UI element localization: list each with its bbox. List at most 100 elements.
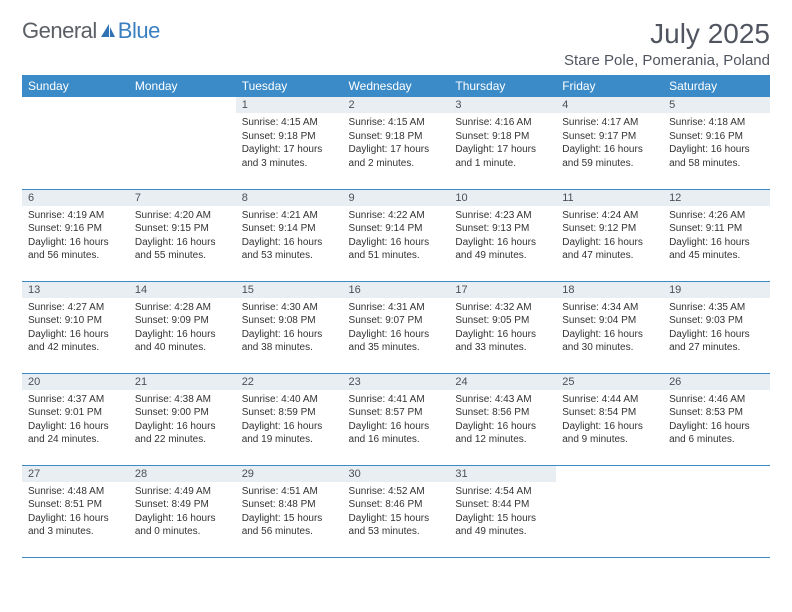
calendar-day-cell: 25Sunrise: 4:44 AMSunset: 8:54 PMDayligh… [556,373,663,465]
calendar-week-row: 1Sunrise: 4:15 AMSunset: 9:18 PMDaylight… [22,97,770,189]
day-number: 14 [129,282,236,298]
day-details: Sunrise: 4:34 AMSunset: 9:04 PMDaylight:… [556,298,663,359]
day-number: 5 [663,97,770,113]
day-number: 12 [663,190,770,206]
day-details: Sunrise: 4:37 AMSunset: 9:01 PMDaylight:… [22,390,129,451]
day-number: 3 [449,97,556,113]
calendar-week-row: 13Sunrise: 4:27 AMSunset: 9:10 PMDayligh… [22,281,770,373]
calendar-day-cell: 1Sunrise: 4:15 AMSunset: 9:18 PMDaylight… [236,97,343,189]
day-details: Sunrise: 4:27 AMSunset: 9:10 PMDaylight:… [22,298,129,359]
calendar-empty-cell [663,465,770,557]
calendar-day-cell: 4Sunrise: 4:17 AMSunset: 9:17 PMDaylight… [556,97,663,189]
calendar-day-cell: 2Sunrise: 4:15 AMSunset: 9:18 PMDaylight… [343,97,450,189]
day-number: 18 [556,282,663,298]
day-details: Sunrise: 4:32 AMSunset: 9:05 PMDaylight:… [449,298,556,359]
day-number: 21 [129,374,236,390]
calendar-day-cell: 20Sunrise: 4:37 AMSunset: 9:01 PMDayligh… [22,373,129,465]
day-details: Sunrise: 4:15 AMSunset: 9:18 PMDaylight:… [343,113,450,174]
calendar-day-cell: 22Sunrise: 4:40 AMSunset: 8:59 PMDayligh… [236,373,343,465]
calendar-day-cell: 9Sunrise: 4:22 AMSunset: 9:14 PMDaylight… [343,189,450,281]
calendar-day-cell: 26Sunrise: 4:46 AMSunset: 8:53 PMDayligh… [663,373,770,465]
day-details: Sunrise: 4:28 AMSunset: 9:09 PMDaylight:… [129,298,236,359]
day-details: Sunrise: 4:41 AMSunset: 8:57 PMDaylight:… [343,390,450,451]
calendar-day-cell: 14Sunrise: 4:28 AMSunset: 9:09 PMDayligh… [129,281,236,373]
calendar-day-cell: 24Sunrise: 4:43 AMSunset: 8:56 PMDayligh… [449,373,556,465]
day-number: 4 [556,97,663,113]
calendar-day-cell: 12Sunrise: 4:26 AMSunset: 9:11 PMDayligh… [663,189,770,281]
day-number: 27 [22,466,129,482]
day-number: 26 [663,374,770,390]
sail-icon [99,22,117,40]
calendar-day-cell: 30Sunrise: 4:52 AMSunset: 8:46 PMDayligh… [343,465,450,557]
day-details: Sunrise: 4:51 AMSunset: 8:48 PMDaylight:… [236,482,343,543]
weekday-header: Saturday [663,75,770,97]
day-details: Sunrise: 4:44 AMSunset: 8:54 PMDaylight:… [556,390,663,451]
day-details: Sunrise: 4:17 AMSunset: 9:17 PMDaylight:… [556,113,663,174]
weekday-header: Friday [556,75,663,97]
calendar-day-cell: 23Sunrise: 4:41 AMSunset: 8:57 PMDayligh… [343,373,450,465]
day-details: Sunrise: 4:43 AMSunset: 8:56 PMDaylight:… [449,390,556,451]
calendar-day-cell: 18Sunrise: 4:34 AMSunset: 9:04 PMDayligh… [556,281,663,373]
day-number: 19 [663,282,770,298]
day-number: 30 [343,466,450,482]
day-details: Sunrise: 4:20 AMSunset: 9:15 PMDaylight:… [129,206,236,267]
day-details: Sunrise: 4:24 AMSunset: 9:12 PMDaylight:… [556,206,663,267]
day-number: 2 [343,97,450,113]
day-details: Sunrise: 4:26 AMSunset: 9:11 PMDaylight:… [663,206,770,267]
day-details: Sunrise: 4:15 AMSunset: 9:18 PMDaylight:… [236,113,343,174]
day-number: 23 [343,374,450,390]
day-details: Sunrise: 4:52 AMSunset: 8:46 PMDaylight:… [343,482,450,543]
calendar-week-row: 6Sunrise: 4:19 AMSunset: 9:16 PMDaylight… [22,189,770,281]
calendar-day-cell: 31Sunrise: 4:54 AMSunset: 8:44 PMDayligh… [449,465,556,557]
day-number: 24 [449,374,556,390]
day-number: 6 [22,190,129,206]
day-number: 15 [236,282,343,298]
calendar-empty-cell [22,97,129,189]
calendar-week-row: 27Sunrise: 4:48 AMSunset: 8:51 PMDayligh… [22,465,770,557]
weekday-header: Monday [129,75,236,97]
day-details: Sunrise: 4:35 AMSunset: 9:03 PMDaylight:… [663,298,770,359]
day-details: Sunrise: 4:31 AMSunset: 9:07 PMDaylight:… [343,298,450,359]
calendar-day-cell: 17Sunrise: 4:32 AMSunset: 9:05 PMDayligh… [449,281,556,373]
calendar-day-cell: 16Sunrise: 4:31 AMSunset: 9:07 PMDayligh… [343,281,450,373]
calendar-empty-cell [556,465,663,557]
day-details: Sunrise: 4:30 AMSunset: 9:08 PMDaylight:… [236,298,343,359]
calendar-day-cell: 11Sunrise: 4:24 AMSunset: 9:12 PMDayligh… [556,189,663,281]
calendar-day-cell: 19Sunrise: 4:35 AMSunset: 9:03 PMDayligh… [663,281,770,373]
day-details: Sunrise: 4:54 AMSunset: 8:44 PMDaylight:… [449,482,556,543]
calendar-day-cell: 13Sunrise: 4:27 AMSunset: 9:10 PMDayligh… [22,281,129,373]
day-number: 31 [449,466,556,482]
day-details: Sunrise: 4:38 AMSunset: 9:00 PMDaylight:… [129,390,236,451]
weekday-header: Sunday [22,75,129,97]
calendar-empty-cell [129,97,236,189]
month-title: July 2025 [564,18,770,50]
day-details: Sunrise: 4:19 AMSunset: 9:16 PMDaylight:… [22,206,129,267]
day-details: Sunrise: 4:18 AMSunset: 9:16 PMDaylight:… [663,113,770,174]
day-number: 10 [449,190,556,206]
day-number: 1 [236,97,343,113]
day-number: 13 [22,282,129,298]
day-number: 7 [129,190,236,206]
day-number: 8 [236,190,343,206]
calendar-day-cell: 29Sunrise: 4:51 AMSunset: 8:48 PMDayligh… [236,465,343,557]
day-number: 28 [129,466,236,482]
day-details: Sunrise: 4:48 AMSunset: 8:51 PMDaylight:… [22,482,129,543]
day-details: Sunrise: 4:49 AMSunset: 8:49 PMDaylight:… [129,482,236,543]
day-details: Sunrise: 4:23 AMSunset: 9:13 PMDaylight:… [449,206,556,267]
day-number: 25 [556,374,663,390]
day-details: Sunrise: 4:46 AMSunset: 8:53 PMDaylight:… [663,390,770,451]
page-header: General Blue July 2025 Stare Pole, Pomer… [22,18,770,69]
day-number: 22 [236,374,343,390]
calendar-day-cell: 21Sunrise: 4:38 AMSunset: 9:00 PMDayligh… [129,373,236,465]
calendar-day-cell: 10Sunrise: 4:23 AMSunset: 9:13 PMDayligh… [449,189,556,281]
calendar-body: 1Sunrise: 4:15 AMSunset: 9:18 PMDaylight… [22,97,770,557]
calendar-day-cell: 3Sunrise: 4:16 AMSunset: 9:18 PMDaylight… [449,97,556,189]
weekday-header: Thursday [449,75,556,97]
day-number: 29 [236,466,343,482]
calendar-week-row: 20Sunrise: 4:37 AMSunset: 9:01 PMDayligh… [22,373,770,465]
calendar-day-cell: 15Sunrise: 4:30 AMSunset: 9:08 PMDayligh… [236,281,343,373]
day-number: 9 [343,190,450,206]
weekday-header: Wednesday [343,75,450,97]
day-details: Sunrise: 4:22 AMSunset: 9:14 PMDaylight:… [343,206,450,267]
day-number: 16 [343,282,450,298]
